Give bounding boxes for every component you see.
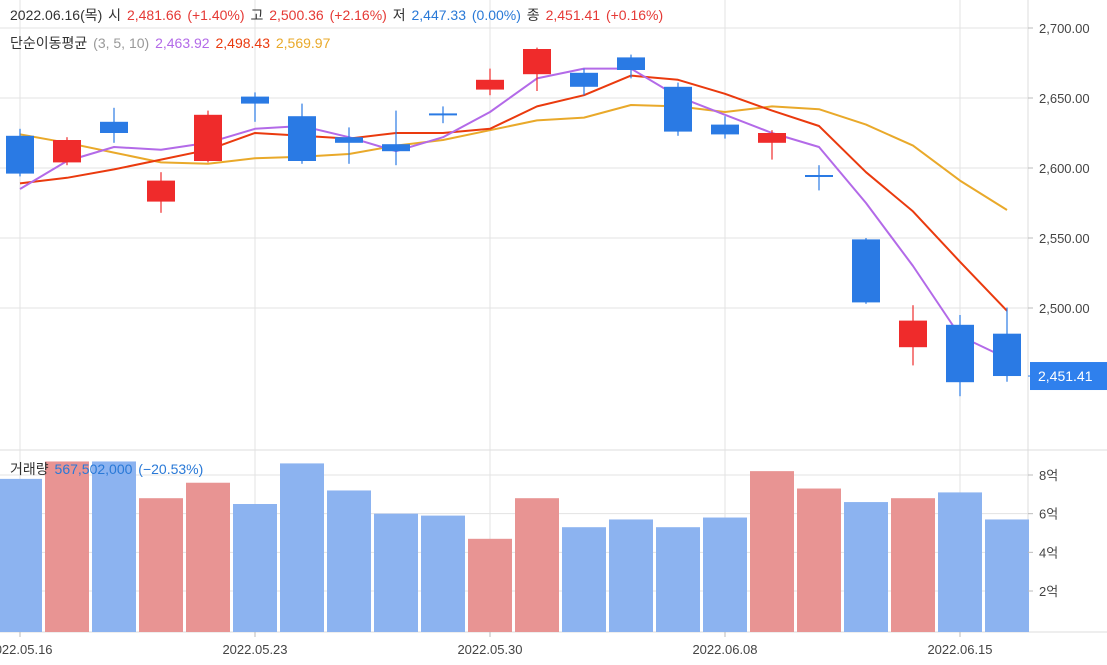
candle-body <box>194 114 222 161</box>
date-tick-label: 2022.05.23 <box>222 642 287 657</box>
open-label: 시 <box>108 7 122 23</box>
volume-bar <box>985 519 1029 632</box>
volume-bar <box>656 527 700 632</box>
open-change: (+1.40%) <box>187 7 245 23</box>
volume-bar <box>703 517 747 632</box>
volume-bar <box>609 519 653 632</box>
candle-body <box>288 116 316 161</box>
candle-body <box>382 144 410 152</box>
volume-bar <box>233 504 277 632</box>
price-tick-label: 2,500.00 <box>1039 301 1090 316</box>
volume-bar <box>562 527 606 632</box>
price-tick-label: 2,550.00 <box>1039 231 1090 246</box>
moving-average-lines <box>19 67 1008 360</box>
low-change: (0.00%) <box>471 7 521 23</box>
high-change: (+2.16%) <box>329 7 387 23</box>
candle-body <box>946 324 974 383</box>
price-tick-label: 2,700.00 <box>1039 21 1090 36</box>
ma-label: 단순이동평균 <box>10 35 88 51</box>
candle-body <box>664 86 692 132</box>
candle-body <box>429 113 457 116</box>
moving-average-legend: 단순이동평균 (3, 5, 10) 2,463.92 2,498.43 2,56… <box>10 33 332 53</box>
date-tick-label: 2022.05.16 <box>0 642 53 657</box>
volume-bar <box>139 498 183 632</box>
high-label: 고 <box>250 7 264 23</box>
candle-body <box>899 320 927 348</box>
header-date: 2022.06.16(목) <box>10 7 103 23</box>
volume-bar <box>750 471 794 632</box>
volume-bar <box>797 488 841 632</box>
candle-body <box>758 133 786 143</box>
ohlc-header: 2022.06.16(목) 시 2,481.66 (+1.40%) 고 2,50… <box>10 5 665 25</box>
candle-body <box>53 140 81 163</box>
ma3-line <box>19 67 1008 360</box>
candle-body <box>335 137 363 143</box>
candlesticks <box>6 47 1021 397</box>
ma5-value: 2,498.43 <box>215 35 270 51</box>
volume-bar <box>938 492 982 632</box>
ma-params: (3, 5, 10) <box>93 35 150 51</box>
candle-body <box>993 333 1021 377</box>
volume-bar <box>515 498 559 632</box>
high-value: 2,500.36 <box>269 7 324 23</box>
date-tick-label: 2022.06.08 <box>692 642 757 657</box>
date-tick-label: 2022.06.15 <box>927 642 992 657</box>
low-value: 2,447.33 <box>411 7 466 23</box>
candle-body <box>711 124 739 135</box>
candle-body <box>100 121 128 133</box>
candle-body <box>805 175 833 177</box>
volume-bar <box>92 461 136 632</box>
last-price-tag <box>1030 362 1107 391</box>
volume-bar <box>0 478 42 632</box>
candle-body <box>523 49 551 75</box>
volume-bar <box>844 502 888 632</box>
volume-bar <box>45 461 89 632</box>
close-value: 2,451.41 <box>545 7 601 23</box>
volume-bars <box>0 461 1029 632</box>
candle-body <box>476 79 504 90</box>
volume-tick-label: 6억 <box>1039 507 1058 522</box>
volume-tick-label: 8억 <box>1039 468 1058 483</box>
candle-body <box>617 57 645 70</box>
volume-legend: 거래량 567,502,000 (−20.53%) <box>10 459 205 479</box>
volume-tick-label: 2억 <box>1039 584 1058 599</box>
ma10-line <box>19 104 1008 211</box>
candle-body <box>570 72 598 87</box>
last-price-label: 2,451.41 <box>1038 368 1093 384</box>
candle-body <box>6 135 34 174</box>
volume-bar <box>374 513 418 632</box>
close-change: (+0.16%) <box>605 7 664 23</box>
candle-body <box>852 239 880 303</box>
volume-bar <box>891 498 935 632</box>
close-label: 종 <box>526 7 540 23</box>
axis-labels: 2,700.00 2,650.00 2,600.00 2,550.00 2,500.00… <box>0 21 1107 657</box>
price-tick-label: 2,600.00 <box>1039 161 1090 176</box>
volume-change: (−20.53%) <box>138 461 204 477</box>
volume-bar <box>421 515 465 632</box>
volume-bar <box>327 490 371 632</box>
ma5-line <box>19 74 1008 312</box>
ma3-value: 2,463.92 <box>155 35 210 51</box>
volume-value: 567,502,000 <box>54 461 133 477</box>
volume-tick-label: 4억 <box>1039 545 1058 560</box>
candle-body <box>147 180 175 202</box>
volume-bar <box>186 482 230 632</box>
volume-bar <box>280 463 324 632</box>
price-tick-label: 2,650.00 <box>1039 91 1090 106</box>
date-tick-label: 2022.05.30 <box>457 642 522 657</box>
ma10-value: 2,569.97 <box>275 35 331 51</box>
volume-label: 거래량 <box>10 461 49 477</box>
candle-body <box>241 96 269 104</box>
open-value: 2,481.66 <box>126 7 182 23</box>
low-label: 저 <box>392 7 406 23</box>
volume-bar <box>468 538 512 632</box>
